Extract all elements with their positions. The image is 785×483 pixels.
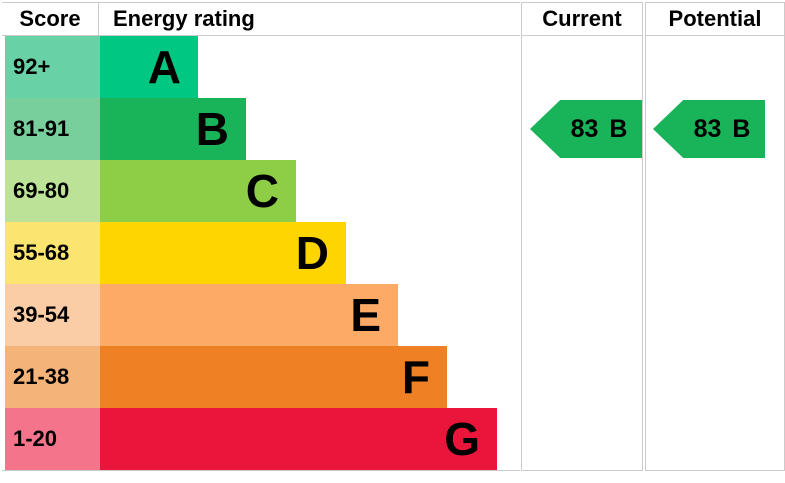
energy-rating-panel: Score Energy rating 92+ A 81-91 B 69-80 … [2,2,520,471]
rating-band-bar-f: F [100,346,447,408]
current-column-body: 83 B [522,36,642,469]
score-range-cell: 21-38 [5,346,100,408]
score-range-cell: 69-80 [5,160,100,222]
rating-band-row: 55-68 D [2,222,520,284]
potential-column-body: 83 B [646,36,784,469]
current-rating-arrow: 83 B [530,100,642,158]
score-column-header: Score [2,3,99,35]
current-grade-letter: B [609,114,628,143]
potential-column-header: Potential [646,3,784,36]
current-column-header: Current [522,3,642,36]
score-range-cell: 1-20 [5,408,100,470]
rating-band-row: 81-91 B [2,98,520,160]
rating-band-bar-b: B [100,98,246,160]
rating-band-row: 39-54 E [2,284,520,346]
rating-band-row: 69-80 C [2,160,520,222]
potential-rating-arrow: 83 B [653,100,765,158]
score-range-cell: 92+ [5,36,100,98]
score-range-cell: 55-68 [5,222,100,284]
rating-band-bar-a: A [100,36,198,98]
rating-band-bar-e: E [100,284,398,346]
current-rating-panel: Current 83 B [521,2,643,471]
rating-band-bar-d: D [100,222,346,284]
rating-band-bar-g: G [100,408,497,470]
potential-score-value: 83 [693,114,722,143]
potential-grade-letter: B [732,114,751,143]
rating-band-row: 1-20 G [2,408,520,470]
left-header-row: Score Energy rating [2,3,520,36]
score-range-cell: 39-54 [5,284,100,346]
potential-rating-panel: Potential 83 B [645,2,785,471]
current-score-value: 83 [570,114,599,143]
energy-rating-column-header: Energy rating [113,6,255,31]
rating-band-row: 92+ A [2,36,520,98]
rating-band-bar-c: C [100,160,296,222]
rating-band-row: 21-38 F [2,346,520,408]
rating-bands: 92+ A 81-91 B 69-80 C 55-68 D 39-54 E 21… [2,36,520,470]
score-range-cell: 81-91 [5,98,100,160]
